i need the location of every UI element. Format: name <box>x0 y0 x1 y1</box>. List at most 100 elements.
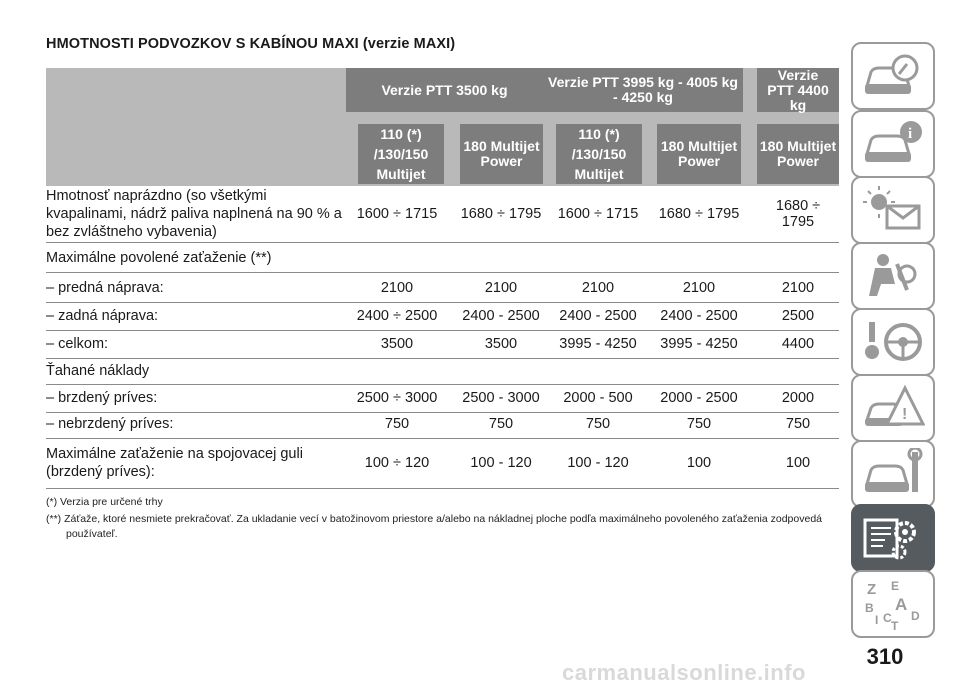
tab-index[interactable]: Z E B A I C T D <box>851 570 935 638</box>
header-engine-1: 110 (*) /130/150 Multijet <box>358 124 444 184</box>
row-divider <box>46 488 839 489</box>
row-label: Ťahané náklady <box>46 363 150 379</box>
page-title: HMOTNOSTI PODVOZKOV S KABÍNOU MAXI (verz… <box>46 36 456 52</box>
row-value: 2100 <box>484 280 518 296</box>
row-value: 2000 <box>781 390 815 406</box>
table-row: – predná náprava: 2100 2100 2100 2100 2100 <box>46 274 839 302</box>
alphabet-index-icon: Z E B A I C T D <box>865 579 920 630</box>
row-value: 2100 <box>781 280 815 296</box>
row-divider <box>46 412 839 413</box>
row-value: 2500 - 3000 <box>462 390 540 406</box>
tab-dashboard[interactable] <box>851 42 935 110</box>
row-label: – zadná náprava: <box>46 308 159 324</box>
row-value: 2400 - 2500 <box>462 308 540 324</box>
row-value: 750 <box>488 416 514 432</box>
footnote-2: (**) Záťaže, ktoré nesmiete prekračovať.… <box>46 513 823 540</box>
tab-emergency[interactable]: ! <box>851 374 935 442</box>
tab-maintenance[interactable] <box>851 440 935 508</box>
tab-starting[interactable] <box>851 308 935 376</box>
warning-lights-icon <box>863 186 921 230</box>
row-value: 750 <box>785 416 811 432</box>
header-engine-2: 180 Multijet Power <box>460 124 543 184</box>
row-value: 2400 ÷ 2500 <box>356 308 438 324</box>
row-divider <box>46 302 839 303</box>
row-label: – celkom: <box>46 336 109 352</box>
row-value: 750 <box>585 416 611 432</box>
table-row: – zadná náprava: 2400 ÷ 2500 2400 - 2500 24… <box>46 302 839 330</box>
row-value: 2100 <box>682 280 716 296</box>
footnote-1: (*) Verzia pre určené trhy <box>46 496 163 508</box>
table-row: Ťahané náklady <box>46 358 839 384</box>
header-engine-5: 180 Multijet Power <box>757 124 839 184</box>
row-value: 2100 <box>380 280 414 296</box>
tab-safety[interactable] <box>851 242 935 310</box>
table-row: Maximálne povolené zaťaženie (**) <box>46 244 839 272</box>
row-divider <box>46 358 839 359</box>
header-engine-3: 110 (*) /130/150 Multijet <box>556 124 642 184</box>
car-dashboard-icon <box>865 54 919 94</box>
table-row: – brzdený príves: 2500 ÷ 3000 2500 - 3000 2… <box>46 384 839 412</box>
car-wrench-icon <box>865 448 923 492</box>
warning-triangle-car-icon: ! <box>864 384 925 426</box>
row-value: 100 - 120 <box>567 455 629 471</box>
row-label: Maximálne povolené zaťaženie (**) <box>46 250 272 266</box>
table-row: Maximálne zaťaženie na spojovacej guli (… <box>46 438 839 488</box>
row-value: 1680 ÷ 1795 <box>658 206 740 222</box>
row-value: 2500 ÷ 3000 <box>356 390 438 406</box>
row-divider <box>46 272 839 273</box>
row-value: 1600 ÷ 1715 <box>557 206 639 222</box>
row-value: 2000 - 2500 <box>660 390 738 406</box>
tab-car-info[interactable]: i <box>851 110 935 178</box>
tab-technical-data[interactable] <box>851 504 935 572</box>
row-value: 1680 ÷ 1795 <box>460 206 542 222</box>
row-value: 100 ÷ 120 <box>364 455 430 471</box>
row-value: 3995 - 4250 <box>559 336 637 352</box>
row-value: 2000 - 500 <box>563 390 633 406</box>
header-engine-4: 180 Multijet Power <box>657 124 741 184</box>
table-row: – celkom: 3500 3500 3995 - 4250 3995 - 4250 4… <box>46 330 839 358</box>
svg-text:D: D <box>911 609 920 623</box>
car-info-icon: i <box>865 121 922 162</box>
svg-text:C: C <box>883 611 892 625</box>
specs-gears-icon <box>863 518 916 560</box>
row-label: – nebrzdený príves: <box>46 416 174 432</box>
table-row: Hmotnosť naprázdno (so všetkými kvapalin… <box>46 186 839 242</box>
svg-text:E: E <box>891 579 899 593</box>
svg-text:B: B <box>865 601 874 615</box>
row-value: 3500 <box>380 336 414 352</box>
row-value: 1600 ÷ 1715 <box>356 206 438 222</box>
svg-text:!: ! <box>902 406 907 423</box>
svg-text:i: i <box>908 126 912 142</box>
svg-text:A: A <box>895 595 907 614</box>
row-divider <box>46 438 839 439</box>
row-value: 4400 <box>781 336 815 352</box>
row-divider <box>46 242 839 243</box>
header-group-4400: Verzie PTT 4400 kg <box>757 67 839 112</box>
header-group-3995: Verzie PTT 3995 kg - 4005 kg - 4250 kg <box>543 68 743 112</box>
row-divider <box>46 330 839 331</box>
row-value: 2400 - 2500 <box>559 308 637 324</box>
row-label: Maximálne zaťaženie na spojovacej guli (… <box>46 446 303 480</box>
row-label: – brzdený príves: <box>46 390 158 406</box>
table-row: – nebrzdený príves: 750 750 750 750 750 <box>46 410 839 438</box>
watermark: carmanualsonline.info <box>562 660 806 685</box>
row-value: 100 - 120 <box>470 455 532 471</box>
row-value: 2500 <box>781 308 815 324</box>
row-value: 750 <box>686 416 712 432</box>
header-group-3500: Verzie PTT 3500 kg <box>346 68 543 112</box>
row-label: – predná náprava: <box>46 280 164 296</box>
row-divider <box>46 384 839 385</box>
row-value: 100 <box>686 455 712 471</box>
steering-wheel-key-icon <box>865 322 922 361</box>
page-number: 310 <box>866 644 904 669</box>
row-value: 100 <box>785 455 811 471</box>
row-value: 2400 - 2500 <box>660 308 738 324</box>
row-label: Hmotnosť naprázdno (so všetkými kvapalin… <box>46 188 342 240</box>
svg-text:I: I <box>875 613 878 627</box>
row-value: 1680 ÷ 1795 <box>775 198 821 230</box>
tab-warning-lights[interactable] <box>851 176 935 244</box>
svg-text:Z: Z <box>867 581 876 598</box>
row-value: 3500 <box>484 336 518 352</box>
airbag-seat-icon <box>869 254 917 296</box>
row-value: 3995 - 4250 <box>660 336 738 352</box>
